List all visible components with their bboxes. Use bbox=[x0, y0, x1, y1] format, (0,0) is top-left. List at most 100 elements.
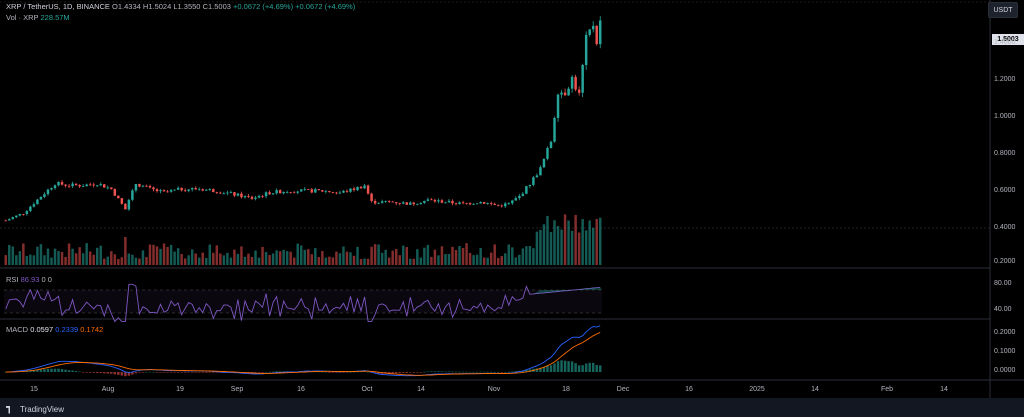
candle-body bbox=[254, 197, 257, 199]
volume-bar bbox=[264, 251, 268, 265]
time-axis-label: 19 bbox=[176, 386, 184, 393]
candle-body bbox=[409, 202, 412, 205]
volume-bar bbox=[236, 253, 240, 265]
volume-bar bbox=[300, 245, 303, 265]
macd-histogram-bar bbox=[50, 368, 53, 372]
volume-bar bbox=[81, 253, 85, 265]
volume-bar bbox=[60, 251, 64, 265]
symbol-title[interactable]: XRP / TetherUS, 1D, BINANCE bbox=[6, 2, 110, 11]
candle-body bbox=[426, 199, 430, 201]
candle-body bbox=[15, 215, 18, 218]
time-axis-label: 16 bbox=[297, 386, 305, 393]
macd-label[interactable]: MACD bbox=[6, 325, 29, 334]
volume-bar bbox=[591, 227, 595, 265]
volume-bar bbox=[226, 252, 229, 265]
volume-bar bbox=[560, 229, 563, 265]
macd-histogram-bar bbox=[127, 372, 131, 376]
macd-histogram-bar bbox=[331, 372, 335, 373]
candle-body bbox=[39, 196, 43, 200]
macd-histogram-bar bbox=[349, 371, 352, 373]
ohlc-close: C1.5003 bbox=[202, 2, 231, 11]
macd-histogram-bar bbox=[352, 371, 356, 373]
brand-logo[interactable]: TradingView bbox=[6, 405, 64, 414]
volume-bar bbox=[426, 244, 430, 265]
volume-bar bbox=[595, 218, 598, 265]
volume-bar bbox=[201, 252, 204, 265]
macd-histogram-bar bbox=[563, 360, 567, 372]
volume-bar bbox=[599, 217, 602, 265]
volume-bar bbox=[380, 252, 384, 265]
volume-bar bbox=[556, 226, 560, 265]
candle-body bbox=[444, 202, 447, 204]
volume-bar bbox=[430, 256, 433, 265]
volume-bar bbox=[581, 219, 584, 265]
macd-histogram-bar bbox=[402, 372, 405, 373]
macd-histogram-bar bbox=[60, 369, 64, 372]
macd-histogram-bar bbox=[345, 372, 349, 373]
volume-bar bbox=[542, 224, 546, 265]
volume-bar bbox=[574, 214, 577, 265]
volume-bar bbox=[412, 258, 416, 265]
candle-body bbox=[289, 191, 292, 193]
macd-histogram-bar bbox=[190, 372, 194, 373]
macd-histogram-bar bbox=[591, 362, 595, 372]
macd-histogram-bar bbox=[542, 366, 546, 372]
volume-bar bbox=[113, 254, 117, 265]
candle-body bbox=[205, 189, 208, 191]
volume-bar bbox=[148, 244, 152, 265]
candle-body bbox=[394, 202, 398, 204]
candle-body bbox=[539, 167, 542, 176]
candle-body bbox=[556, 94, 560, 118]
volume-bar bbox=[78, 247, 81, 265]
ohlc-open: O1.4334 bbox=[112, 2, 141, 11]
volume-bar bbox=[229, 257, 233, 265]
macd-histogram-bar bbox=[67, 370, 71, 372]
macd-histogram-bar bbox=[53, 368, 57, 372]
candle-body bbox=[148, 186, 152, 188]
candle-body bbox=[215, 191, 219, 193]
candle-body bbox=[331, 192, 335, 193]
time-axis-label: Oct bbox=[361, 386, 373, 393]
candle-body bbox=[391, 201, 394, 203]
macd-histogram-bar bbox=[444, 371, 447, 373]
candle-body bbox=[99, 184, 102, 186]
volume-bar bbox=[138, 258, 141, 265]
candle-body bbox=[454, 203, 458, 205]
candle-body bbox=[567, 88, 570, 96]
volume-bar bbox=[370, 246, 373, 265]
macd-histogram-bar bbox=[493, 371, 496, 373]
rsi-overbought-fill bbox=[533, 287, 602, 294]
macd-histogram-bar bbox=[437, 371, 440, 372]
candle-body bbox=[486, 203, 489, 204]
volume-bar bbox=[451, 246, 454, 265]
macd-legend: MACD 0.0597 0.2339 0.1742 bbox=[6, 325, 103, 334]
volume-bar bbox=[496, 257, 500, 265]
macd-histogram-bar bbox=[43, 369, 46, 372]
candle-body bbox=[472, 203, 475, 205]
macd-histogram-bar bbox=[124, 372, 127, 377]
macd-histogram-bar bbox=[479, 371, 482, 373]
currency-button[interactable]: USDT bbox=[988, 2, 1018, 18]
macd-histogram-bar bbox=[324, 371, 328, 373]
macd-histogram-bar bbox=[377, 372, 380, 374]
candle-body bbox=[430, 199, 433, 201]
volume-bar bbox=[127, 253, 131, 265]
candle-body bbox=[518, 195, 521, 199]
candle-body bbox=[18, 214, 22, 216]
candle-body bbox=[88, 184, 92, 186]
volume-bar bbox=[254, 250, 257, 265]
volume-bar bbox=[409, 258, 412, 265]
price-axis-label: 0.4000 bbox=[994, 224, 1016, 231]
volume-label[interactable]: Vol · XRP bbox=[6, 13, 39, 22]
volume-bar bbox=[405, 247, 409, 265]
volume-bar bbox=[433, 249, 437, 265]
rsi-label[interactable]: RSI bbox=[6, 275, 19, 284]
macd-histogram-bar bbox=[155, 372, 159, 373]
candle-body bbox=[176, 187, 180, 190]
macd-histogram-bar bbox=[328, 372, 331, 373]
candle-body bbox=[292, 192, 296, 194]
macd-histogram-bar bbox=[159, 372, 162, 373]
macd-histogram-bar bbox=[166, 372, 169, 373]
